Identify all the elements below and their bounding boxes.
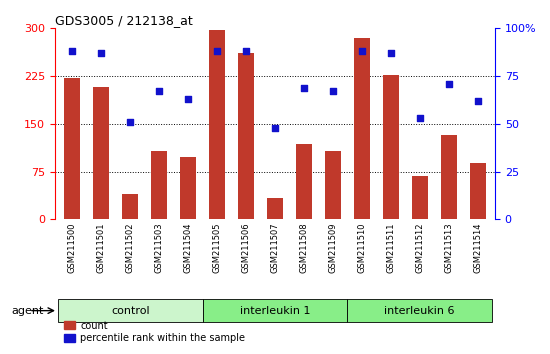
Point [68, 48, 77, 54]
Bar [267, 199, 283, 219]
Point [271, 125, 279, 131]
Point [213, 48, 222, 54]
Bar [325, 151, 341, 219]
Bar [64, 78, 80, 219]
Point [473, 98, 482, 104]
Bar [122, 194, 138, 219]
Point [241, 48, 250, 54]
Point [328, 88, 337, 94]
Text: control: control [111, 306, 150, 316]
Bar [180, 157, 196, 219]
Bar [238, 52, 254, 219]
Point [155, 88, 163, 94]
Bar [412, 176, 428, 219]
Bar [94, 87, 109, 219]
Point [444, 81, 453, 87]
Bar [202, 299, 348, 322]
Bar [209, 30, 225, 219]
Point [387, 50, 395, 56]
Point [126, 119, 135, 125]
Bar [354, 38, 370, 219]
Text: GDS3005 / 212138_at: GDS3005 / 212138_at [55, 14, 192, 27]
Point [184, 96, 192, 102]
Bar [470, 164, 486, 219]
Text: interleukin 1: interleukin 1 [240, 306, 310, 316]
Point [358, 48, 366, 54]
Bar [58, 299, 202, 322]
Bar [441, 135, 456, 219]
Point [97, 50, 106, 56]
Point [415, 115, 424, 121]
Bar [348, 299, 492, 322]
Bar [383, 75, 399, 219]
Bar [151, 151, 167, 219]
Text: interleukin 6: interleukin 6 [384, 306, 455, 316]
Bar [296, 144, 312, 219]
Legend: count, percentile rank within the sample: count, percentile rank within the sample [60, 317, 249, 347]
Text: agent: agent [11, 306, 43, 316]
Point [300, 85, 309, 90]
